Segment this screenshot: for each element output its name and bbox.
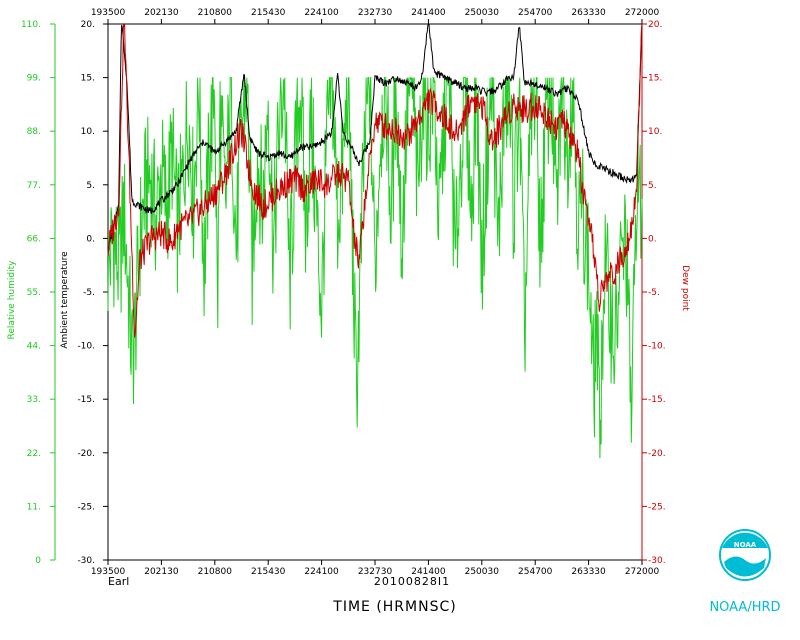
y_right-tick-label: 5. [648, 181, 657, 191]
x-tick-label-bottom: 241400 [411, 567, 446, 577]
series-line-relative-humidity [107, 77, 643, 459]
tick-marks [50, 19, 647, 565]
x-tick-label-bottom: 232730 [358, 567, 393, 577]
x-tick-label-bottom: 263330 [571, 567, 606, 577]
flight-id: 20100828I1 [374, 575, 450, 588]
y_right-tick-label: 15. [648, 74, 662, 84]
y_left_inner-tick-label: -20. [77, 449, 95, 459]
y_left_outer-tick-label: 99. [27, 74, 41, 84]
y_left_outer-tick-label: 11. [27, 502, 41, 512]
y_left_inner-tick-label: -15. [77, 395, 95, 405]
y_right-tick-label: 20. [648, 20, 662, 30]
y_left_outer-tick-label: 22. [27, 449, 41, 459]
y_left_inner-tick-label: -5. [83, 288, 95, 298]
x-tick-label-top: 254700 [518, 8, 553, 18]
x-tick-label-top: 263330 [571, 8, 606, 18]
x-tick-label-top: 272000 [625, 8, 660, 18]
tick-labels: 193500 193500 202130 202130 210800 210800 2154… [21, 8, 666, 577]
y_right-tick-label: -10. [648, 342, 666, 352]
temp-axis-title: Ambient temperature [60, 251, 70, 349]
y_left_inner-tick-label: -30. [77, 556, 95, 566]
data-series [107, 23, 643, 459]
y_right-tick-label: 10. [648, 127, 662, 137]
rh-axis-title: Relative humidity [7, 260, 17, 340]
x-tick-label-top: 232730 [358, 8, 393, 18]
y_right-tick-label: -5. [648, 288, 660, 298]
y_right-tick-label: -20. [648, 449, 666, 459]
y_left_outer-tick-label: 0 [35, 556, 41, 566]
y_left_inner-tick-label: 20. [81, 20, 95, 30]
x-tick-label-bottom: 210800 [198, 567, 233, 577]
x-tick-label-top: 241400 [411, 8, 446, 18]
y_left_outer-tick-label: 44. [27, 342, 41, 352]
y_left_inner-tick-label: 0. [86, 234, 95, 244]
y_left_outer-tick-label: 77. [27, 181, 41, 191]
x-tick-label-bottom: 202130 [144, 567, 179, 577]
storm-name: Earl [108, 575, 129, 588]
x-tick-label-bottom: 250030 [465, 567, 500, 577]
noaa-logo-text: NOAA [734, 541, 757, 549]
y_left_outer-tick-label: 55. [27, 288, 41, 298]
x-tick-label-top: 210800 [198, 8, 233, 18]
x-tick-label-top: 202130 [144, 8, 179, 18]
x-tick-label-bottom: 224100 [304, 567, 339, 577]
x-tick-label-bottom: 215430 [251, 567, 286, 577]
y_left_inner-tick-label: -25. [77, 502, 95, 512]
y_left_inner-tick-label: 15. [81, 74, 95, 84]
noaa-logo: NOAA [719, 529, 771, 581]
dewpoint-axis-title: Dew point [680, 265, 690, 311]
x-tick-label-top: 250030 [465, 8, 500, 18]
y_left_outer-tick-label: 88. [27, 127, 41, 137]
x-tick-label-bottom: 254700 [518, 567, 553, 577]
y_left_outer-tick-label: 110. [21, 20, 41, 30]
y_right-tick-label: -25. [648, 502, 666, 512]
y_left_inner-tick-label: -10. [77, 342, 95, 352]
x-axis-title: TIME (HRMNSC) [332, 599, 456, 615]
x-tick-label-bottom: 193500 [91, 567, 126, 577]
x-tick-label-top: 224100 [304, 8, 339, 18]
x-tick-label-bottom: 272000 [625, 567, 660, 577]
y_right-tick-label: -15. [648, 395, 666, 405]
x-tick-label-top: 215430 [251, 8, 286, 18]
y_left_inner-tick-label: 10. [81, 127, 95, 137]
y_left_outer-tick-label: 33. [27, 395, 41, 405]
series-line-ambient-temperature [107, 23, 643, 253]
x-tick-label-top: 193500 [91, 8, 126, 18]
y_right-tick-label: 0. [648, 234, 657, 244]
y_left_outer-tick-label: 66. [27, 234, 41, 244]
series-line-dew-point [107, 23, 643, 338]
y_left_inner-tick-label: 5. [86, 181, 95, 191]
y_right-tick-label: -30. [648, 556, 666, 566]
credit-label: NOAA/HRD [709, 600, 780, 615]
